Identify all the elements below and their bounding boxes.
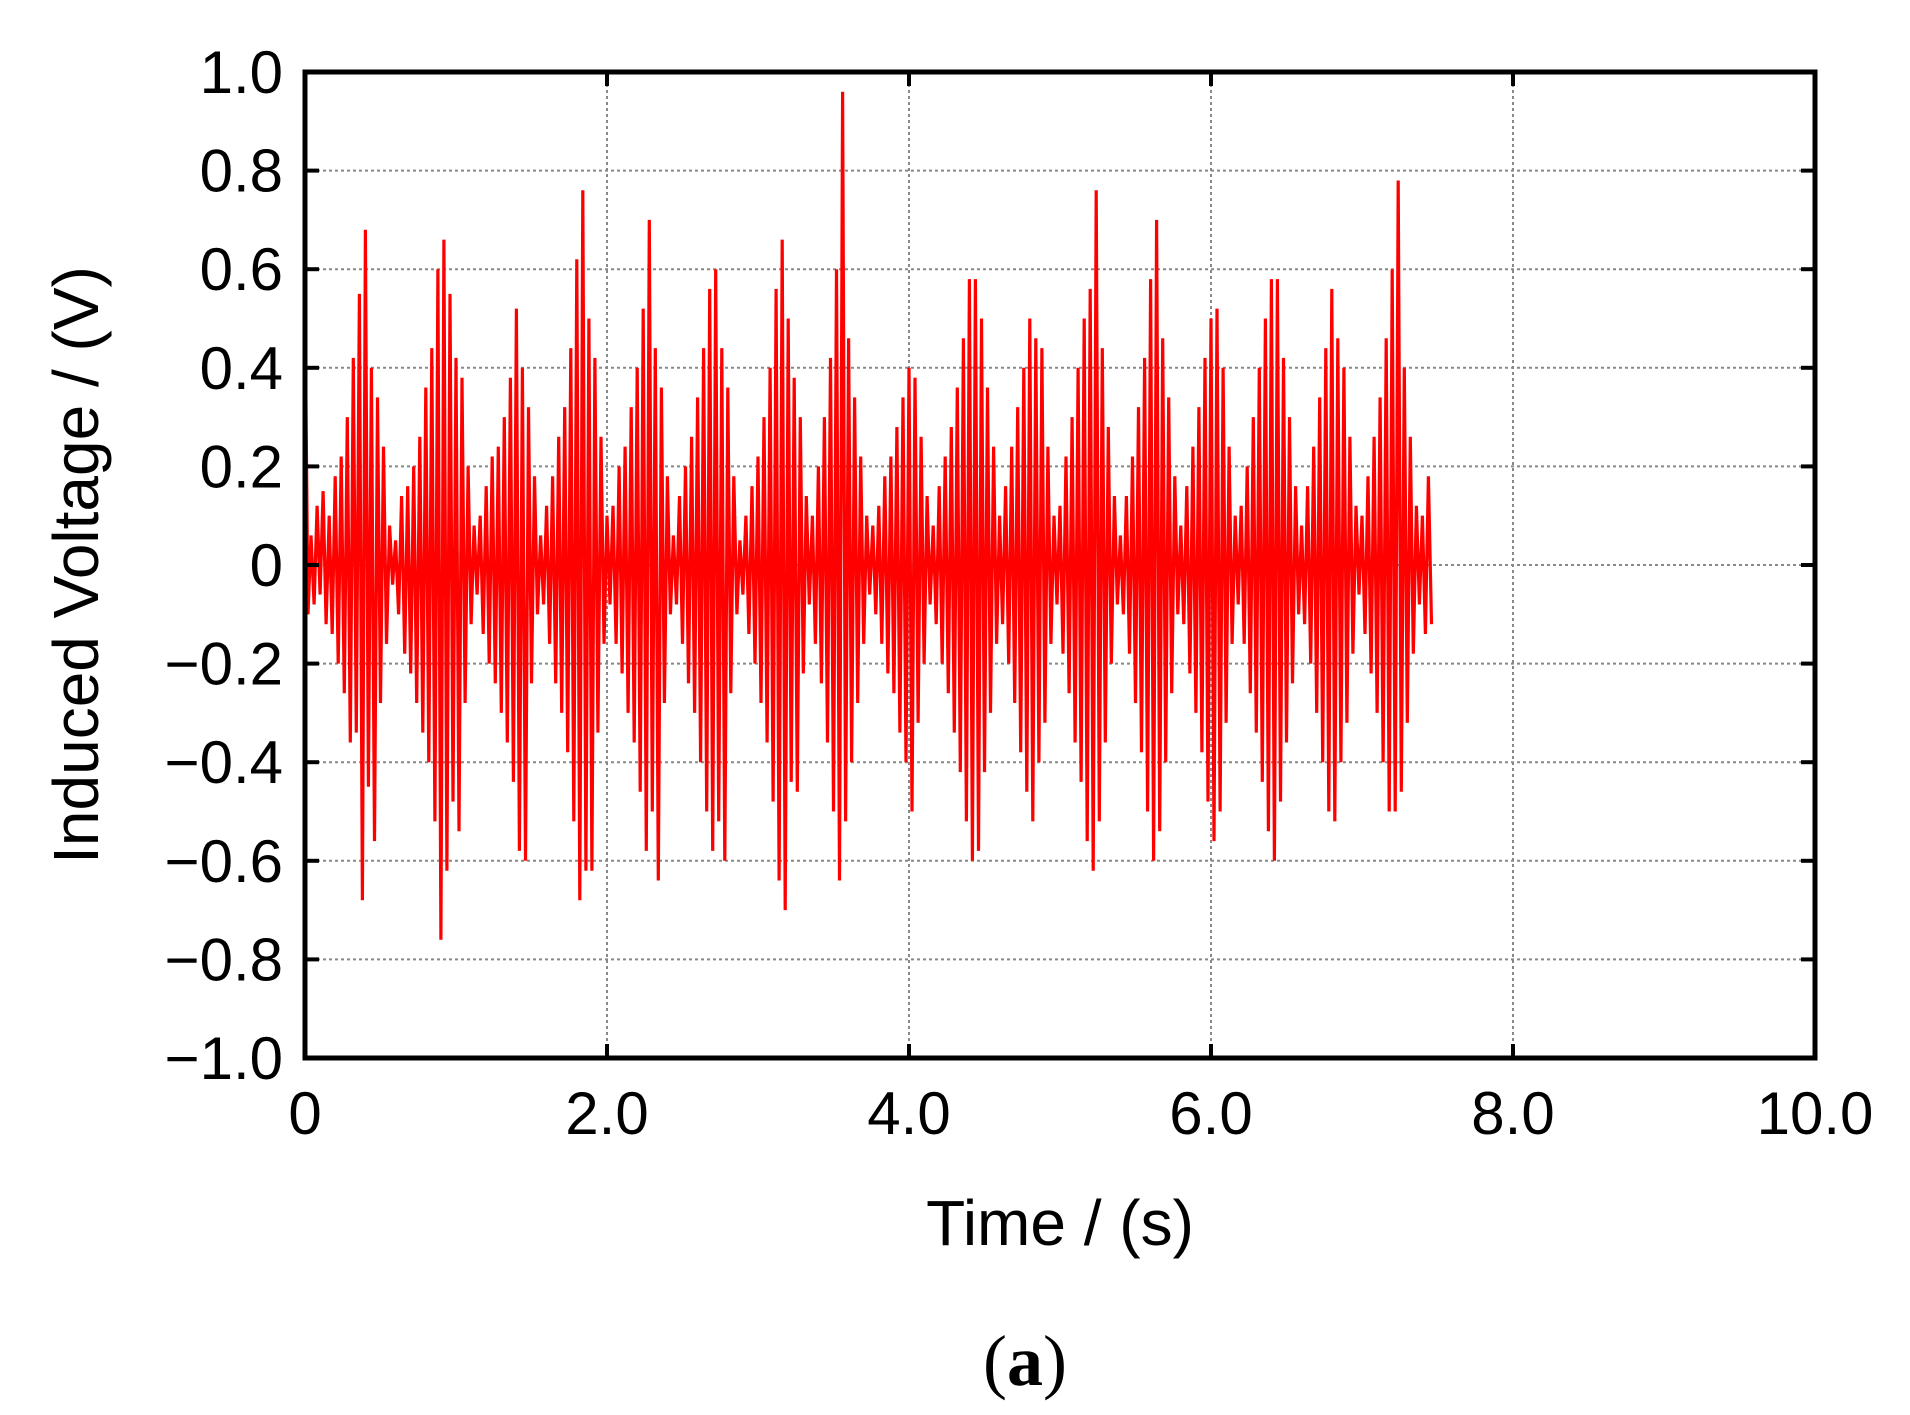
x-tick-label: 2.0 (565, 1080, 648, 1147)
x-tick-label: 4.0 (867, 1080, 950, 1147)
y-tick-label: −0.4 (165, 729, 283, 796)
x-tick-label: 0 (288, 1080, 321, 1147)
panel-label-close: ) (1043, 1321, 1067, 1401)
y-tick-label: −0.2 (165, 631, 283, 698)
tick-labels: 0 2.0 4.0 6.0 8.0 10.0 1.0 0.8 0.6 0.4 0.2 0 −0.2 −0.… (165, 39, 1874, 1147)
y-tick-label: −0.6 (165, 828, 283, 895)
y-tick-label: 0 (250, 532, 283, 599)
y-tick-label: 0.2 (200, 433, 283, 500)
y-tick-label: −1.0 (165, 1025, 283, 1092)
x-tick-label: 8.0 (1471, 1080, 1554, 1147)
axis-ticks (305, 72, 1815, 1058)
y-tick-label: 0.6 (200, 236, 283, 303)
series-layer (303, 91, 1434, 940)
y-tick-label: 0.4 (200, 335, 283, 402)
y-tick-label: 0.8 (200, 138, 283, 205)
y-axis-label: Induced Voltage / (V) (40, 266, 112, 864)
x-tick-label: 6.0 (1169, 1080, 1252, 1147)
panel-label-open: ( (983, 1321, 1007, 1401)
panel-label-letter: a (1007, 1321, 1043, 1401)
y-tick-label: −0.8 (165, 926, 283, 993)
y-tick-label: 1.0 (200, 39, 283, 106)
x-tick-label: 10.0 (1757, 1080, 1874, 1147)
x-axis-label: Time / (s) (926, 1187, 1194, 1259)
voltage-series-line (303, 91, 1434, 940)
panel-label: (a) (983, 1321, 1067, 1401)
